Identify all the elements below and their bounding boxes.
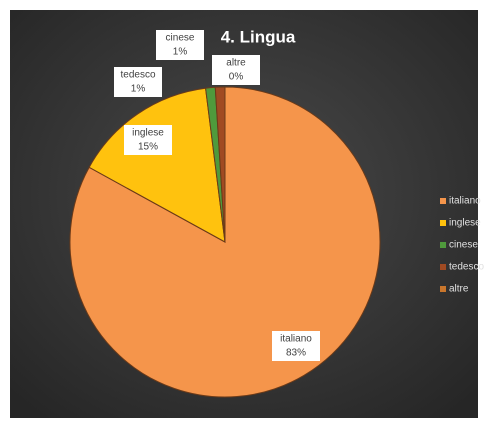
data-label-name: italiano <box>280 334 312 345</box>
data-label-name: altre <box>226 58 246 69</box>
legend-swatch <box>440 220 446 226</box>
data-label-name: cinese <box>166 33 195 44</box>
data-label-box <box>124 125 172 155</box>
legend-label: italiano <box>449 196 481 207</box>
data-label-box <box>272 331 320 361</box>
data-label-value: 0% <box>229 72 244 83</box>
legend-label: inglese <box>449 218 481 229</box>
data-label-box <box>114 67 162 97</box>
data-label-value: 1% <box>131 84 146 95</box>
pie-slice <box>88 87 226 243</box>
data-label-box <box>212 55 260 85</box>
legend-label: altre <box>449 284 469 295</box>
data-label-value: 15% <box>138 142 158 153</box>
chart-title: 4. Lingua <box>221 27 296 46</box>
legend-label: tedesco <box>449 262 484 273</box>
legend-swatch <box>440 286 446 292</box>
data-label-value: 1% <box>173 47 188 58</box>
legend-label: cinese <box>449 240 478 251</box>
legend-swatch <box>440 242 446 248</box>
data-label-name: inglese <box>132 128 164 139</box>
data-label-name: tedesco <box>120 70 155 81</box>
legend-swatch <box>440 198 446 204</box>
legend-swatch <box>440 264 446 270</box>
data-label-box <box>156 30 204 60</box>
data-label-value: 83% <box>286 348 306 359</box>
